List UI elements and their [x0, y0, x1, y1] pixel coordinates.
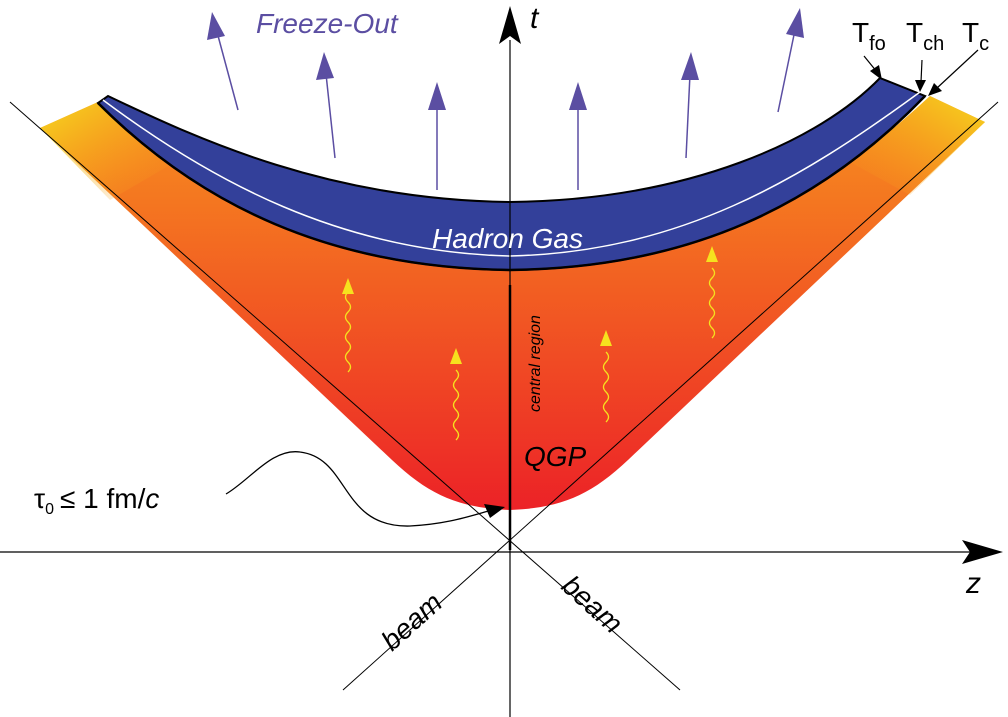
hadron-gas-label: Hadron Gas	[432, 223, 583, 254]
t-ch-pointer	[920, 59, 923, 83]
freeze-out-arrow	[569, 82, 587, 190]
t-fo-sub: fo	[869, 33, 886, 55]
t-fo-main: T	[852, 17, 869, 48]
tau0-pointer-curve	[225, 451, 493, 527]
light-cone-right	[342, 101, 999, 691]
freeze-out-arrow	[681, 52, 699, 159]
t-c-pointer-arrowhead	[928, 83, 942, 96]
t-c-pointer	[936, 49, 979, 89]
t-axis-arrowhead	[499, 6, 521, 44]
t-c-sub: c	[979, 33, 989, 55]
t-ch-sub: ch	[923, 33, 944, 55]
t-c-label: Tc	[962, 17, 989, 55]
t-ch-main: T	[906, 17, 923, 48]
z-axis-label: z	[965, 567, 981, 600]
t-ch-label: Tch	[906, 17, 944, 55]
t-fo-pointer-arrowhead	[870, 65, 882, 80]
photon-arrow	[706, 246, 718, 339]
t-fo-label: Tfo	[852, 17, 886, 55]
freeze-out-arrow	[316, 52, 336, 159]
tau0-relation: ≤ 1 fm/	[60, 483, 146, 514]
freeze-out-arrow	[428, 82, 446, 190]
qgp-region	[40, 96, 985, 510]
tau0-subscript: 0	[45, 501, 54, 518]
beam-label-left: beam	[375, 587, 448, 657]
qgp-edge-highlight-right	[850, 96, 985, 195]
tau0-c: c	[145, 483, 159, 514]
freeze-out-label: Freeze-Out	[256, 8, 399, 39]
freeze-out-arrow	[207, 12, 239, 111]
beam-label-right: beam	[556, 569, 629, 639]
photon-arrow	[342, 278, 354, 373]
central-region-label: central region	[527, 315, 544, 412]
photon-arrow	[600, 330, 612, 423]
tau0-label: τ0 ≤ 1 fm/c	[34, 483, 159, 518]
photon-arrows	[342, 246, 718, 441]
tau0-symbol: τ	[34, 483, 45, 514]
z-axis-arrowhead	[962, 540, 1003, 564]
freeze-out-arrows	[207, 8, 804, 190]
t-c-main: T	[962, 17, 979, 48]
qgp-edge-highlight-left	[40, 102, 170, 200]
qgp-label: QGP	[524, 441, 587, 472]
freeze-out-arrow	[777, 8, 804, 113]
light-cone-left	[9, 101, 681, 691]
photon-arrow	[450, 348, 462, 441]
tau0-pointer-arrowhead	[484, 504, 505, 518]
t-ch-pointer-arrowhead	[915, 80, 926, 92]
t-axis-label: t	[530, 2, 540, 35]
